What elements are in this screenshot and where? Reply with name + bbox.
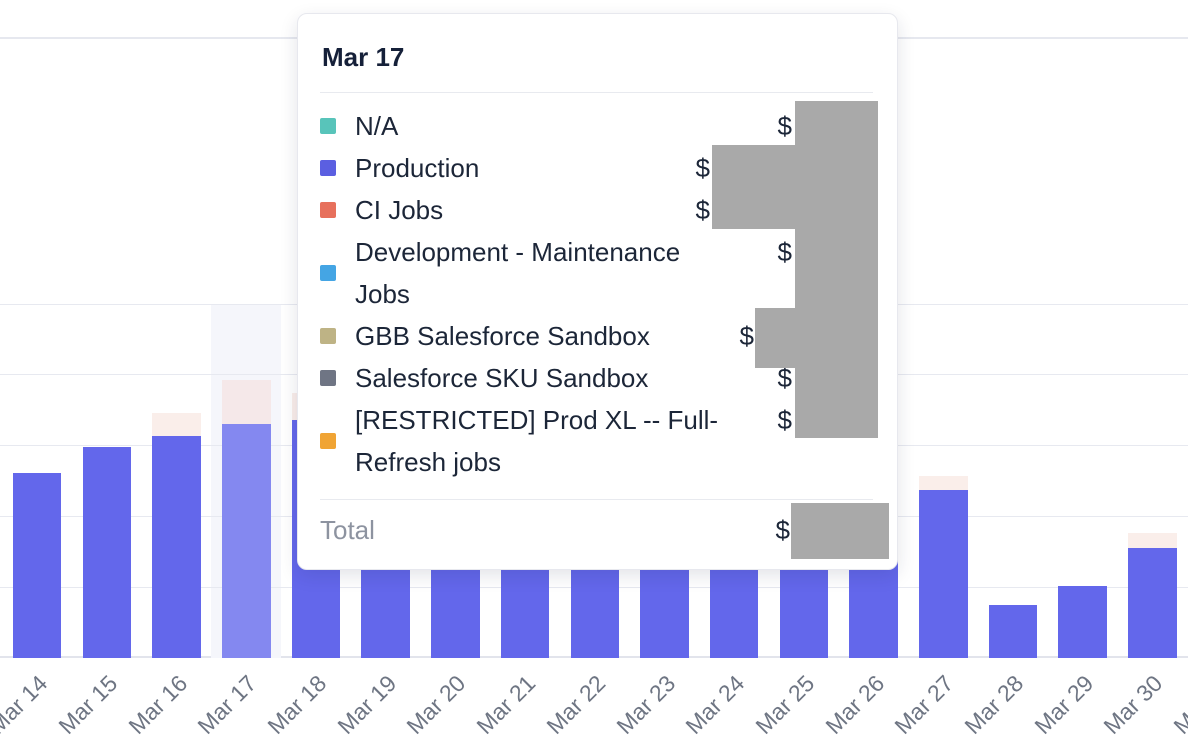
series-color-swatch bbox=[320, 433, 336, 449]
tooltip-row-gbb-sandbox: GBB Salesforce Sandbox $ bbox=[320, 315, 873, 357]
bar-mar-14-production[interactable] bbox=[12, 472, 62, 658]
bar-mar-17-ci-jobs[interactable] bbox=[222, 380, 271, 425]
series-value-prefix: $ bbox=[777, 111, 792, 141]
series-color-swatch bbox=[320, 160, 336, 176]
tooltip-row-production: Production $ bbox=[320, 147, 873, 189]
x-axis-label-mar-26: Mar 26 bbox=[819, 670, 889, 740]
series-label: CI Jobs bbox=[355, 195, 444, 225]
x-axis-label-mar-16: Mar 16 bbox=[122, 670, 192, 740]
series-value-prefix: $ bbox=[695, 153, 710, 183]
tooltip-divider bbox=[320, 92, 873, 93]
x-axis-label-mar-18: Mar 18 bbox=[262, 670, 332, 740]
x-axis-label-mar-23: Mar 23 bbox=[610, 670, 680, 740]
series-label: GBB Salesforce Sandbox bbox=[355, 321, 650, 351]
x-axis-label-mar-17: Mar 17 bbox=[192, 670, 262, 740]
tooltip-row-sku-sandbox: Salesforce SKU Sandbox $ bbox=[320, 357, 873, 399]
tooltip-title: Mar 17 bbox=[322, 42, 405, 72]
bar-mar-20-production[interactable] bbox=[431, 555, 480, 658]
tooltip-row-restricted-prod-xl: [RESTRICTED] Prod XL -- Full-Refresh job… bbox=[320, 399, 873, 483]
series-color-swatch bbox=[320, 202, 336, 218]
x-axis-label-mar-19: Mar 19 bbox=[332, 670, 402, 740]
redacted-value-box bbox=[791, 503, 889, 559]
tooltip-row-na: N/A $ bbox=[320, 105, 873, 147]
x-axis-label-mar-14: Mar 14 bbox=[0, 670, 53, 740]
x-axis-label-mar-20: Mar 20 bbox=[401, 670, 471, 740]
series-color-swatch bbox=[320, 370, 336, 386]
bar-mar-27-production[interactable] bbox=[919, 489, 968, 658]
x-axis-label-mar-29: Mar 29 bbox=[1029, 670, 1099, 740]
series-label: Production bbox=[355, 153, 480, 183]
bar-mar-28-production[interactable] bbox=[988, 604, 1038, 658]
bar-mar-29-production[interactable] bbox=[1058, 585, 1107, 658]
x-axis-label-mar-21: Mar 21 bbox=[471, 670, 541, 740]
x-axis-label-mar-27: Mar 27 bbox=[889, 670, 959, 740]
series-color-swatch bbox=[320, 118, 336, 134]
tooltip-row-development-maintenance: Development - Maintenance Jobs $ bbox=[320, 231, 873, 315]
tooltip-rows: N/A $ Production $ CI Jobs $ Development… bbox=[320, 105, 873, 483]
series-label: N/A bbox=[355, 111, 399, 141]
redacted-value-box bbox=[795, 101, 878, 438]
x-axis-label-mar-22: Mar 22 bbox=[541, 670, 611, 740]
bar-mar-15-production[interactable] bbox=[82, 446, 132, 658]
bar-mar-22-production[interactable] bbox=[570, 555, 620, 658]
tooltip-row-ci-jobs: CI Jobs $ bbox=[320, 189, 873, 231]
tooltip-total-row: Total $ bbox=[320, 509, 873, 551]
x-axis-label-mar-28: Mar 28 bbox=[959, 670, 1029, 740]
series-color-swatch bbox=[320, 265, 336, 281]
x-axis-label-mar-30: Mar 30 bbox=[1098, 670, 1168, 740]
tooltip-total-divider bbox=[320, 499, 873, 500]
bar-mar-21-production[interactable] bbox=[500, 555, 550, 658]
x-axis-label-mar-24: Mar 24 bbox=[680, 670, 750, 740]
x-axis-label-mar-25: Mar 25 bbox=[750, 670, 820, 740]
x-axis-label-mar-31: Mar 31 bbox=[1168, 670, 1188, 740]
series-label: [RESTRICTED] Prod XL -- Full-Refresh job… bbox=[355, 405, 719, 477]
bar-mar-19-production[interactable] bbox=[361, 555, 410, 658]
series-label: Development - Maintenance Jobs bbox=[355, 237, 681, 309]
total-label: Total bbox=[320, 515, 375, 545]
series-value-prefix: $ bbox=[777, 405, 792, 435]
bar-mar-27-ci-jobs[interactable] bbox=[919, 475, 968, 490]
redacted-value-box bbox=[755, 308, 795, 368]
bar-mar-16-production[interactable] bbox=[152, 436, 201, 658]
series-label: Salesforce SKU Sandbox bbox=[355, 363, 649, 393]
series-value-prefix: $ bbox=[739, 321, 754, 351]
bar-mar-16-ci-jobs[interactable] bbox=[152, 413, 201, 437]
series-value-prefix: $ bbox=[777, 363, 792, 393]
series-value-prefix: $ bbox=[695, 195, 710, 225]
bar-mar-17-production[interactable] bbox=[222, 424, 271, 658]
series-value-prefix: $ bbox=[777, 237, 792, 267]
redacted-value-box bbox=[712, 145, 795, 229]
bar-mar-24-production[interactable] bbox=[709, 555, 759, 658]
bar-mar-25-production[interactable] bbox=[779, 555, 829, 658]
series-color-swatch bbox=[320, 328, 336, 344]
bar-mar-23-production[interactable] bbox=[640, 555, 689, 658]
x-axis-label-mar-15: Mar 15 bbox=[53, 670, 123, 740]
total-value-prefix: $ bbox=[775, 515, 790, 545]
chart-tooltip: Mar 17 N/A $ Production $ CI Jobs $ Deve… bbox=[297, 13, 898, 570]
bar-mar-30-ci-jobs[interactable] bbox=[1128, 533, 1177, 549]
bar-mar-30-production[interactable] bbox=[1128, 548, 1177, 658]
